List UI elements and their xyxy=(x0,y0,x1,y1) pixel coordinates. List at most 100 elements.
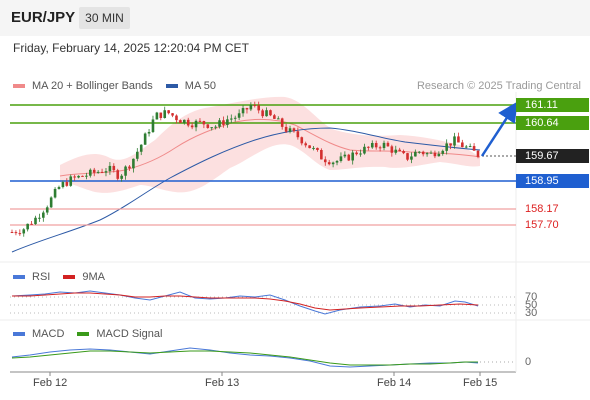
candle-body xyxy=(367,146,370,148)
candle-body xyxy=(42,212,45,218)
candle-body xyxy=(139,144,143,152)
candle-body xyxy=(49,197,53,208)
candle-body xyxy=(92,169,96,173)
rsi-swatch xyxy=(13,275,25,279)
rsi-9ma-swatch xyxy=(63,275,76,279)
main-legend: MA 20 + Bollinger Bands MA 50 xyxy=(13,80,229,92)
legend-9ma-label: 9MA xyxy=(82,271,105,283)
candle-body xyxy=(308,145,311,149)
candle-body xyxy=(437,153,441,157)
chart-datetime: Friday, February 14, 2025 12:20:04 PM CE… xyxy=(13,41,249,55)
candle-body xyxy=(370,142,374,148)
candle-body xyxy=(57,187,61,189)
candle-body xyxy=(331,162,335,165)
candle-body xyxy=(406,153,409,160)
candle-body xyxy=(30,223,33,225)
projection-arrow xyxy=(480,101,518,157)
candle-body xyxy=(233,117,237,119)
candle-body xyxy=(190,125,194,128)
candle-body xyxy=(85,175,88,177)
candle-body xyxy=(253,104,257,106)
macd-legend: MACD MACD Signal xyxy=(13,328,175,340)
legend-macd-label: MACD xyxy=(32,328,65,340)
level-r1-label: 160.64 xyxy=(516,116,589,130)
candle-body xyxy=(288,128,292,132)
candle-body xyxy=(155,112,159,120)
candle-body xyxy=(327,162,331,165)
level-s1-label: 158.17 xyxy=(525,203,559,215)
candle-body xyxy=(198,120,202,122)
candle-body xyxy=(245,108,249,110)
level-r2-label: 161.11 xyxy=(516,98,589,112)
legend-ma50-label: MA 50 xyxy=(184,80,216,92)
candle-body xyxy=(284,126,288,132)
candle-body xyxy=(175,115,178,121)
candle-body xyxy=(363,146,366,154)
candle-body xyxy=(265,110,268,117)
candle-body xyxy=(120,175,123,179)
candle-body xyxy=(77,175,80,178)
candle-body xyxy=(100,171,104,173)
candle-body xyxy=(445,143,448,151)
candle-body xyxy=(69,176,73,186)
candle-body xyxy=(61,182,65,188)
ma50-line xyxy=(11,127,481,253)
candle-body xyxy=(179,120,182,123)
candle-body xyxy=(218,120,221,127)
candle-body xyxy=(339,156,343,162)
candle-body xyxy=(226,119,229,125)
candle-body xyxy=(143,133,147,145)
timeframe-button[interactable]: 30 MIN xyxy=(79,7,130,29)
candle-body xyxy=(136,151,139,159)
candle-body xyxy=(261,110,264,117)
candle-body xyxy=(229,118,233,120)
candle-body xyxy=(132,158,135,169)
candle-body xyxy=(343,154,347,157)
rsi-level-30: 30 xyxy=(525,307,538,319)
candle-body xyxy=(159,112,163,118)
candle-body xyxy=(457,136,460,143)
legend-macd-signal-label: MACD Signal xyxy=(96,328,163,340)
candle-body xyxy=(414,151,417,157)
candle-body xyxy=(359,153,362,155)
candle-body xyxy=(128,166,131,169)
candle-body xyxy=(73,176,76,178)
candle-body xyxy=(292,128,296,132)
candle-body xyxy=(65,182,69,186)
candle-body xyxy=(222,120,225,125)
candle-body xyxy=(425,153,429,155)
candle-body xyxy=(257,105,261,111)
bollinger-bands-area xyxy=(60,96,480,193)
last-price-label: 159.67 xyxy=(516,149,589,163)
candle-body xyxy=(355,152,358,155)
candle-body xyxy=(421,151,425,155)
macd-zero-label: 0 xyxy=(525,356,532,368)
candle-body xyxy=(104,171,108,173)
candle-body xyxy=(382,142,386,149)
candle-body xyxy=(312,147,315,149)
candle-body xyxy=(108,165,112,172)
candle-body xyxy=(202,121,206,125)
candle-body xyxy=(433,152,437,157)
candle-body xyxy=(449,143,452,146)
candle-body xyxy=(394,149,398,153)
candle-body xyxy=(300,137,304,144)
rsi-line xyxy=(11,290,479,315)
candle-body xyxy=(45,207,49,213)
xtick-label: Feb 15 xyxy=(463,377,498,389)
xtick-label: Feb 14 xyxy=(377,377,412,389)
candle-body xyxy=(280,118,284,127)
rsi-level-50: 50 xyxy=(525,299,538,311)
candle-body xyxy=(316,147,319,150)
candle-body xyxy=(194,120,198,128)
candle-body xyxy=(468,146,472,148)
candle-body xyxy=(351,152,354,161)
candle-body xyxy=(249,104,253,110)
candle-body xyxy=(461,142,464,148)
candle-body xyxy=(38,217,41,219)
candle-body xyxy=(476,150,480,157)
candle-body xyxy=(441,150,445,154)
legend-ma20-label: MA 20 + Bollinger Bands xyxy=(32,80,153,92)
candle-body xyxy=(89,169,92,176)
